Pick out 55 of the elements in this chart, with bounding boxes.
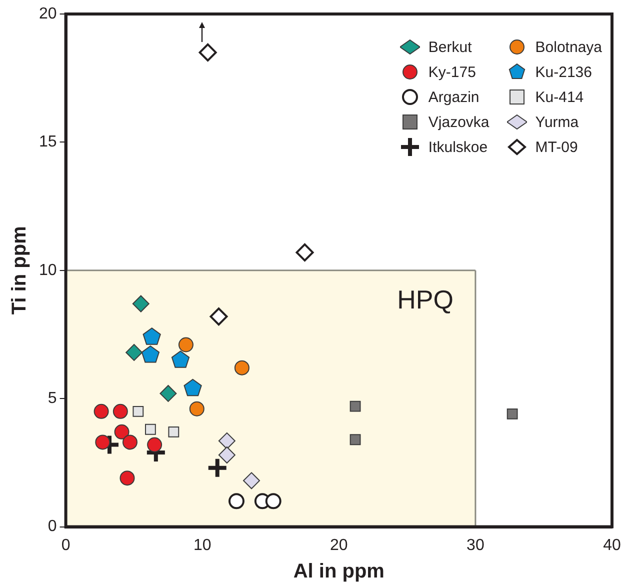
- point: [198, 43, 217, 62]
- point: [94, 404, 109, 419]
- point: [171, 350, 190, 368]
- x-tick-label: 30: [466, 536, 484, 554]
- point: [506, 408, 518, 420]
- point: [350, 434, 361, 446]
- y-tick-label: 15: [39, 134, 57, 151]
- x-tick-label: 40: [603, 536, 621, 554]
- point: [206, 456, 228, 479]
- point: [142, 328, 161, 345]
- legend-label: Ku-414: [535, 88, 584, 106]
- point: [210, 308, 228, 326]
- y-tick-label: 20: [39, 5, 57, 22]
- x-tick-label: 0: [61, 536, 70, 554]
- band-label: HPQ: [397, 284, 454, 315]
- y-axis-title: Ti in ppm: [8, 226, 31, 315]
- point: [114, 424, 130, 440]
- point: [184, 378, 202, 396]
- point: [145, 424, 156, 435]
- point: [168, 426, 180, 438]
- point: [147, 437, 162, 452]
- point: [265, 493, 282, 510]
- y-tick-label: 10: [39, 262, 57, 279]
- legend-label: Vjazovka: [428, 114, 490, 130]
- point: [350, 400, 361, 412]
- legend-label: Itkulskoe: [428, 138, 488, 156]
- point: [95, 434, 110, 450]
- point: [122, 434, 138, 450]
- point: [120, 470, 135, 486]
- point: [218, 446, 236, 464]
- point: [141, 346, 160, 363]
- point: [234, 360, 250, 376]
- point: [189, 401, 204, 416]
- point: [228, 493, 244, 510]
- point: [126, 344, 143, 361]
- x-axis-title: Al in ppm: [293, 560, 384, 583]
- y-tick-label: 5: [48, 390, 57, 408]
- point: [160, 384, 177, 402]
- point: [218, 432, 236, 450]
- point: [296, 243, 314, 262]
- legend-label: Yurma: [535, 114, 579, 130]
- legend-label: Ku-2136: [535, 64, 592, 80]
- y-tick-label: 0: [48, 518, 57, 536]
- point: [243, 472, 260, 490]
- legend-label: Ky-175: [428, 64, 476, 80]
- legend-label: MT-09: [535, 138, 578, 156]
- point: [132, 406, 144, 417]
- legend-label: Argazin: [428, 88, 480, 106]
- x-tick-label: 10: [193, 536, 212, 554]
- x-tick-label: 20: [330, 536, 348, 554]
- legend-label: Bolotnaya: [535, 38, 602, 56]
- point: [178, 337, 194, 352]
- point: [112, 404, 128, 419]
- point: [132, 295, 150, 312]
- legend-label: Berkut: [428, 38, 472, 56]
